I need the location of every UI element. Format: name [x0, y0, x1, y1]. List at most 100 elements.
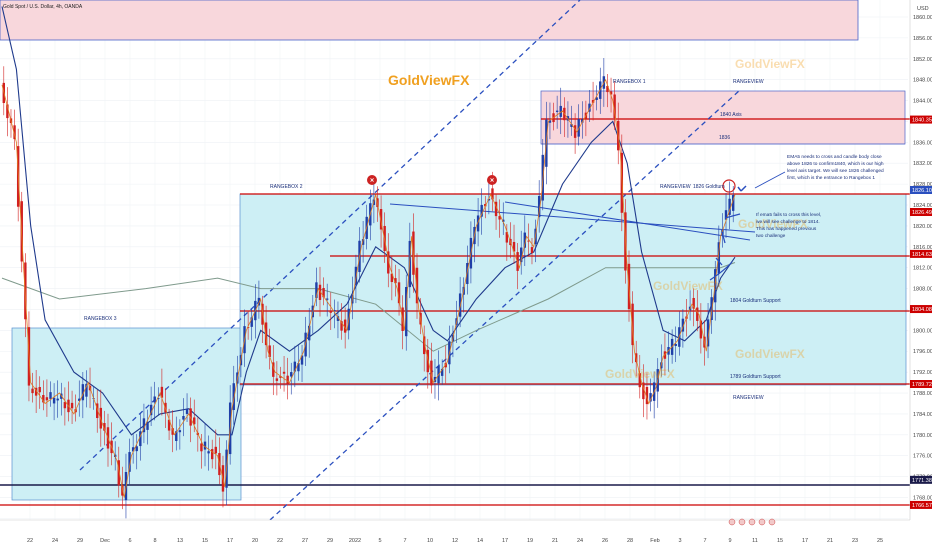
candle-body	[696, 307, 699, 321]
candle-body	[131, 447, 135, 452]
y-tick-label: 1844.000	[913, 99, 932, 105]
label-1826-goldturn: 1826 Goldturn	[693, 184, 725, 190]
candle-body	[387, 251, 390, 274]
price-tag: 1789.729	[912, 382, 932, 388]
label-rangebox2: RANGEBOX 2	[270, 184, 303, 190]
candle-body	[286, 375, 289, 384]
y-tick-label: 1812.000	[913, 266, 932, 272]
candle-body	[257, 297, 261, 306]
rangebox-1-area	[540, 90, 906, 145]
arrow-curve	[709, 261, 733, 281]
y-tick-label: 1824.000	[913, 203, 932, 209]
y-tick-label: 1796.000	[913, 349, 932, 355]
price-tag-bg	[910, 115, 932, 124]
watermark-5: GoldViewFX	[735, 347, 805, 361]
candle-body	[394, 278, 397, 284]
box-labels: RANGEBOX 1 RANGEVIEW 1840 Axis 1836 RANG…	[84, 79, 781, 401]
target-circle	[722, 179, 736, 193]
candle-body	[308, 325, 311, 341]
candle-body	[724, 210, 728, 220]
x-markers: × ×	[367, 175, 736, 193]
price-tag: 1826.108	[912, 188, 932, 194]
ema-path	[1, 6, 736, 436]
note-fails: If ema5 fails to cross this level, we wi…	[756, 212, 821, 239]
x-tick-label: 6	[128, 538, 131, 544]
candle-body	[397, 282, 401, 304]
watermark-3: GoldViewFX	[738, 217, 808, 231]
x-tick-label: 29	[77, 538, 83, 544]
arrow-down-1	[721, 231, 726, 244]
candle-body	[203, 441, 207, 450]
candle-body	[52, 397, 56, 404]
x-tick-label: 21	[827, 538, 833, 544]
candle-body	[322, 287, 325, 298]
time-axis[interactable]: 22 24 29 Dec 6 8 13 15 17 20 22 27 29 2022 5 7 10 12 14 17 1…	[0, 518, 932, 550]
note-ema5-line-4: first, which is the entrance to Rangebox…	[787, 175, 875, 181]
candle-body	[674, 343, 677, 346]
x-tick-label: 28	[627, 538, 633, 544]
note-fails-line-4: two challenge	[756, 233, 786, 239]
candle-body	[103, 423, 106, 431]
currency-label: USD	[917, 6, 929, 12]
y-tick-label: 1856.000	[913, 36, 932, 42]
candle-body	[591, 99, 595, 103]
x-tick-label: 22	[27, 538, 33, 544]
event-flag-icon	[758, 518, 766, 526]
x-tick-label: 2022	[349, 538, 361, 544]
note-fails-line-1: If ema5 fails to cross this level,	[756, 212, 821, 218]
candle-body	[232, 383, 235, 411]
trend-upper-dashed	[79, 0, 581, 471]
candle-body	[520, 247, 523, 263]
candle-body	[333, 310, 336, 312]
event-flag-icon	[768, 518, 776, 526]
candle-body	[444, 363, 447, 368]
candle-body	[609, 91, 613, 95]
price-path	[1, 78, 736, 498]
x-tick-label: 20	[252, 538, 258, 544]
price-axis[interactable]: USD 1768.0001772.0001776.0001780.0001784…	[909, 0, 932, 520]
label-rangeview-low: RANGEVIEW	[733, 395, 764, 401]
label-rangebox3: RANGEBOX 3	[84, 316, 117, 322]
event-flag-icon	[728, 518, 736, 526]
candle-body	[49, 392, 52, 399]
candle-body	[121, 485, 124, 496]
x-tick-label: 29	[327, 538, 333, 544]
candle-body	[70, 402, 74, 409]
x-marker-1-glyph: ×	[370, 178, 374, 185]
candle-body	[200, 443, 203, 452]
candle-body	[318, 284, 322, 300]
y-tick-label: 1848.000	[913, 78, 932, 84]
x-tick-label: 26	[602, 538, 608, 544]
x-tick-label: 15	[202, 538, 208, 544]
x-tick-label: Feb	[650, 538, 659, 544]
candle-body	[290, 372, 293, 377]
candle-body	[146, 421, 149, 430]
note-fails-line-3: This has happened previous	[756, 226, 817, 232]
candle-body	[264, 322, 268, 346]
x-tick-labels: 22 24 29 Dec 6 8 13 15 17 20 22 27 29 2022 5 7 10 12 14 17 1…	[27, 538, 883, 544]
watermark-2: GoldViewFX	[735, 57, 805, 71]
price-tags: 1840.358 1826.108 1826.497 1814.638 1804.081…	[910, 115, 932, 509]
candle-body	[329, 310, 332, 313]
price-tag-bg	[910, 186, 932, 194]
y-tick-label: 1808.000	[913, 287, 932, 293]
level-lines	[0, 118, 910, 506]
price-tag: 1814.638	[912, 252, 932, 258]
candle-body	[440, 368, 444, 376]
price-tag-bg	[910, 249, 932, 258]
y-tick-label: 1780.000	[913, 433, 932, 439]
event-flags	[728, 518, 776, 526]
trend-solid-1	[389, 203, 756, 233]
candle-body	[282, 371, 286, 374]
x-tick-label: 9	[728, 538, 731, 544]
candle-body	[548, 120, 552, 123]
x-marker-1	[367, 175, 377, 185]
candle-body	[34, 387, 38, 396]
candle-body	[728, 198, 731, 215]
y-tick-label: 1832.000	[913, 161, 932, 167]
note-ema5: EMA5 needs to cross and candle body clos…	[787, 154, 884, 181]
price-tag-bg	[910, 208, 932, 216]
candle-body	[167, 419, 171, 431]
watermark-6: GoldViewFX	[605, 367, 675, 381]
